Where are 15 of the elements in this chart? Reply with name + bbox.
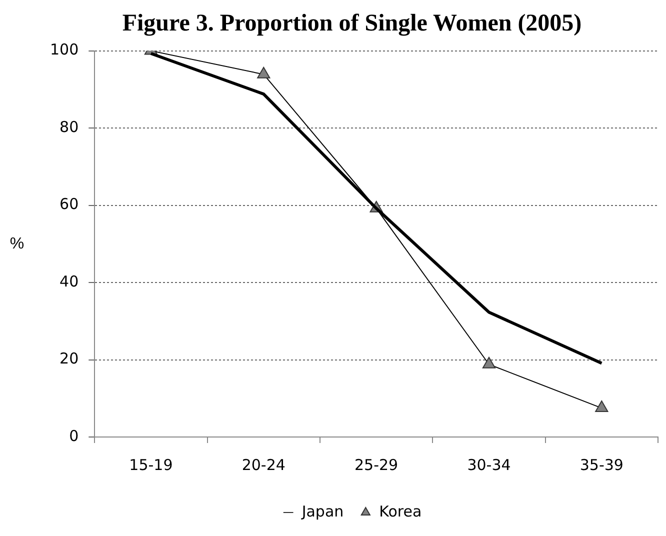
x-tick-label: 35-39 [580, 456, 624, 474]
y-tick-label: 80 [60, 118, 79, 136]
chart-title: Figure 3. Proportion of Single Women (2005) [122, 10, 582, 37]
y-tick-label: 20 [60, 350, 79, 368]
y-axis-title: % [10, 235, 24, 252]
y-tick-label: 40 [60, 272, 79, 290]
legend-label: Korea [379, 502, 422, 520]
y-tick-label: 100 [50, 40, 79, 59]
x-tick-label: 15-19 [129, 456, 173, 474]
x-tick-label: 30-34 [467, 456, 511, 474]
y-tick-label: 60 [60, 195, 79, 214]
y-tick-label: 0 [69, 426, 79, 445]
x-tick-label: 20-24 [242, 456, 286, 474]
x-tick-label: 25-29 [354, 456, 398, 474]
legend-label: Japan [300, 502, 344, 520]
